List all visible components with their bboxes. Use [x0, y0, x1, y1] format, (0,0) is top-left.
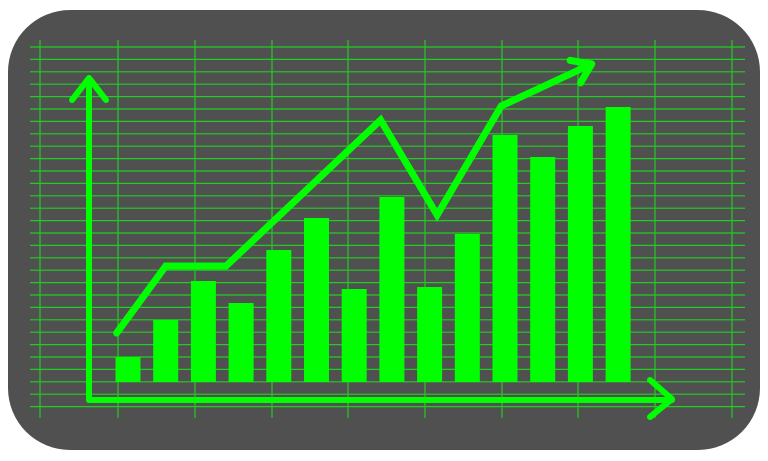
bar [454, 234, 480, 382]
bar [266, 250, 292, 382]
y-axis-arrowhead [69, 75, 109, 103]
bar [379, 197, 405, 382]
bar [605, 107, 631, 382]
bar [530, 157, 556, 382]
axes [69, 75, 675, 420]
trend-line [113, 60, 596, 337]
bar [304, 218, 329, 382]
trend-arrowhead [566, 56, 596, 87]
bar [341, 289, 367, 382]
bars [115, 107, 631, 382]
bar [492, 135, 518, 382]
bar [417, 287, 443, 382]
x-axis-arrowhead [647, 377, 675, 420]
trend-line-group [113, 56, 596, 337]
bar [115, 357, 141, 382]
bar [228, 303, 254, 382]
bar [567, 126, 593, 382]
bar [153, 320, 179, 382]
bar [190, 281, 216, 382]
